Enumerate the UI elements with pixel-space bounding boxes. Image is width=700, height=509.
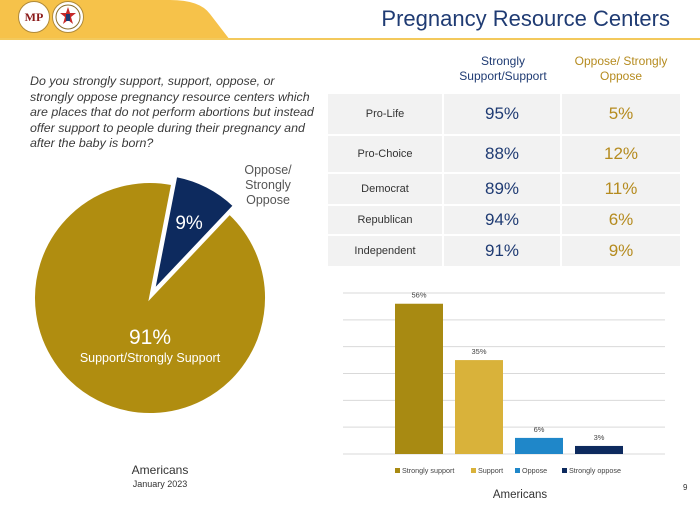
row-support-value: 95% <box>444 94 560 134</box>
bar-strongly-support <box>395 303 443 454</box>
legend-label: Strongly oppose <box>569 466 621 475</box>
legend-label: Strongly support <box>402 466 454 475</box>
bar-oppose <box>515 437 563 454</box>
row-support-value: 94% <box>444 206 560 234</box>
row-support-value: 88% <box>444 136 560 172</box>
bar-data-label: 56% <box>411 291 426 300</box>
row-oppose-value: 11% <box>562 174 680 204</box>
legend-label: Oppose <box>522 466 547 475</box>
pie-caption-group: Americans <box>131 463 189 477</box>
page-title: Pregnancy Resource Centers <box>381 6 670 31</box>
row-oppose-value: 12% <box>562 136 680 172</box>
row-oppose-value: 9% <box>562 236 680 266</box>
survey-question: Do you strongly support, support, oppose… <box>30 74 314 150</box>
pie-slice-oppose <box>152 174 236 294</box>
table-row: Republican 94% 6% <box>328 206 680 234</box>
bar-support <box>455 360 503 454</box>
pie-caption-date: January 2023 <box>132 479 188 489</box>
legend-label: Support <box>478 466 503 475</box>
pie-label-support-name: Support/Strongly Support <box>80 351 221 365</box>
row-label: Democrat <box>328 174 442 204</box>
table-row: Democrat 89% 11% <box>328 174 680 204</box>
table-body: Pro-Life 95% 5% Pro-Choice 88% 12% Democrat 89%… <box>328 94 680 266</box>
column-header-support: Strongly Support/Support <box>459 54 547 83</box>
row-label: Pro-Life <box>328 94 442 134</box>
pie-slice-support <box>33 181 267 415</box>
page-number: 9 <box>683 483 688 492</box>
row-support-value: 91% <box>444 236 560 266</box>
header-band <box>0 0 700 40</box>
row-support-value: 89% <box>444 174 560 204</box>
bar-chart-xlabel: Americans <box>493 489 548 501</box>
legend-swatch <box>471 468 476 473</box>
pie-chart: 9% 91% Support/Strongly Support <box>33 174 267 415</box>
legend-swatch <box>515 468 520 473</box>
legend-swatch <box>562 468 567 473</box>
row-oppose-value: 5% <box>562 94 680 134</box>
results-table: Strongly Support/Support Oppose/ Strongl… <box>328 52 680 266</box>
table-row: Pro-Life 95% 5% <box>328 94 680 134</box>
pie-label-support-value: 91% <box>129 326 171 349</box>
pie-label-oppose: 9% <box>175 213 203 234</box>
table-row: Pro-Choice 88% 12% <box>328 136 680 172</box>
pie-callout-oppose: Oppose/ Strongly Oppose <box>244 163 292 207</box>
bar-chart: 56% 35% 6% 3% Strongly support Support Oppose S… <box>343 291 665 501</box>
knights-emblem-icon <box>52 1 84 33</box>
mp-logo: MP <box>18 1 50 33</box>
bar-data-label: 6% <box>534 425 545 434</box>
row-label: Republican <box>328 206 442 234</box>
table-row: Independent 91% 9% <box>328 236 680 266</box>
column-header-oppose: Oppose/ Strongly Oppose <box>574 54 668 83</box>
row-label: Pro-Choice <box>328 136 442 172</box>
bar-data-label: 3% <box>594 433 605 442</box>
legend-swatch <box>395 468 400 473</box>
table-header-blank <box>328 52 444 92</box>
row-label: Independent <box>328 236 442 266</box>
table-header: Strongly Support/Support Oppose/ Strongl… <box>328 52 680 92</box>
bar-data-label: 35% <box>471 347 486 356</box>
row-oppose-value: 6% <box>562 206 680 234</box>
bar-strongly-oppose <box>575 445 623 454</box>
